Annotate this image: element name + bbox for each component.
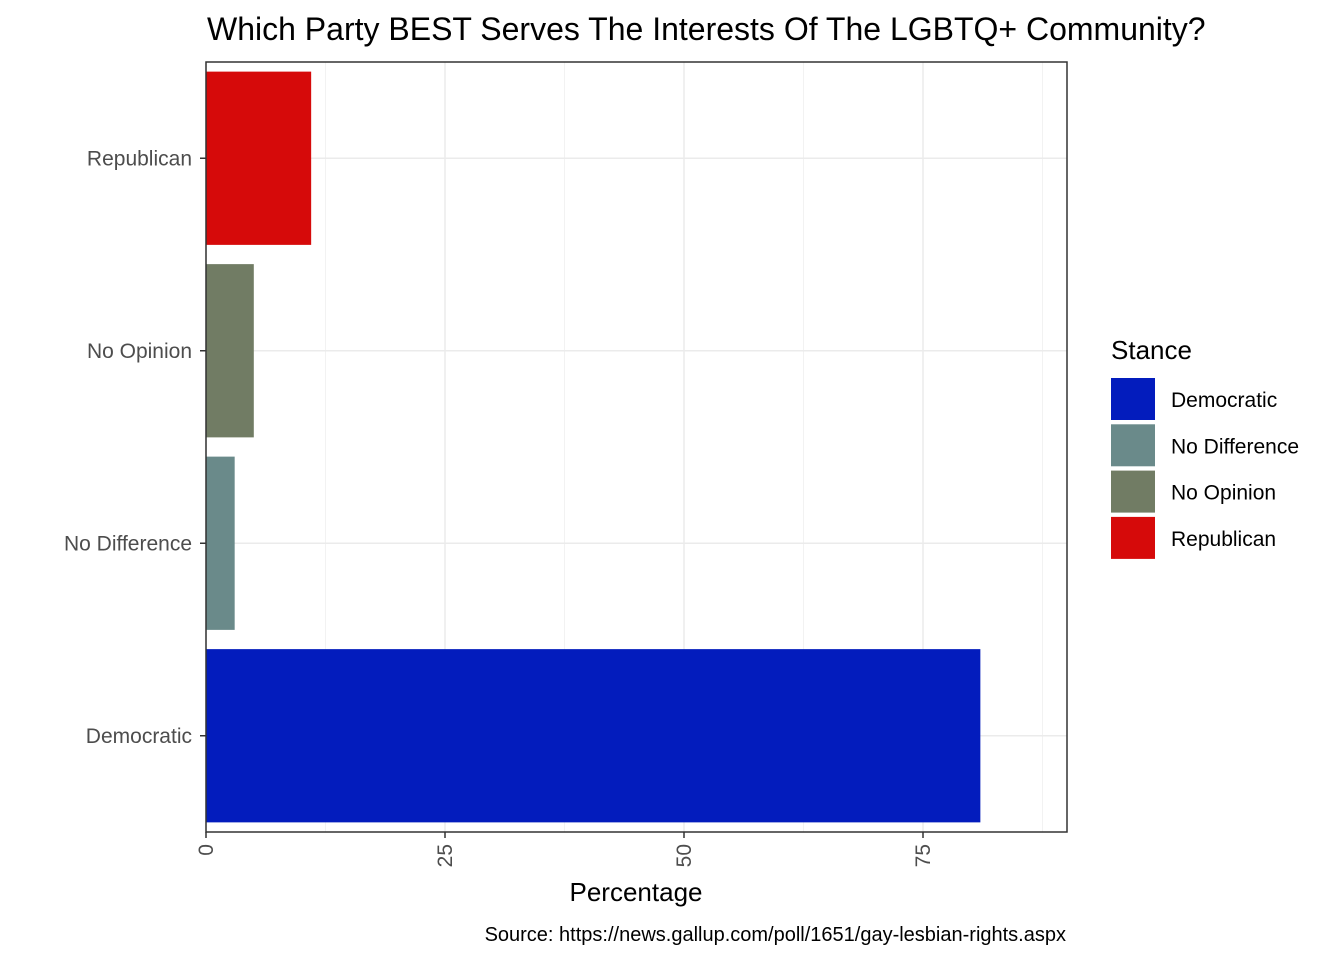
legend-key-no-difference <box>1111 424 1155 467</box>
y-tick-label-democratic: Democratic <box>86 725 192 748</box>
bar-no-opinion <box>206 264 254 438</box>
x-tick-label-0: 0 <box>195 844 218 856</box>
bar-republican <box>206 71 312 245</box>
chart-caption: Source: https://news.gallup.com/poll/165… <box>485 924 1066 946</box>
plot-panel-border <box>205 61 1068 833</box>
legend-label-no-opinion: No Opinion <box>1171 482 1276 505</box>
bars <box>206 71 981 823</box>
legend-label-democratic: Democratic <box>1171 389 1277 412</box>
x-axis-title: Percentage <box>570 877 703 907</box>
legend: Stance Democratic No Difference No Opinion… <box>1111 335 1299 559</box>
legend-label-no-difference: No Difference <box>1171 435 1299 458</box>
bar-democratic <box>206 649 981 823</box>
bar-no-difference <box>206 456 235 630</box>
y-axis: Democratic No Difference No Opinion Republi… <box>64 147 206 748</box>
y-tick-label-no-difference: No Difference <box>64 532 192 555</box>
legend-key-democratic <box>1111 378 1155 420</box>
y-tick-label-no-opinion: No Opinion <box>87 340 192 363</box>
legend-key-no-opinion <box>1111 470 1155 513</box>
y-tick-label-republican: Republican <box>87 147 192 170</box>
chart-title: Which Party BEST Serves The Interests Of… <box>207 11 1206 47</box>
legend-key-republican <box>1111 516 1155 559</box>
x-tick-label-3: 75 <box>912 844 935 867</box>
legend-title: Stance <box>1111 335 1192 365</box>
x-tick-label-1: 25 <box>434 844 457 867</box>
x-axis: 0 25 50 75 <box>195 832 935 867</box>
x-tick-label-2: 50 <box>673 844 696 867</box>
legend-label-republican: Republican <box>1171 528 1276 551</box>
